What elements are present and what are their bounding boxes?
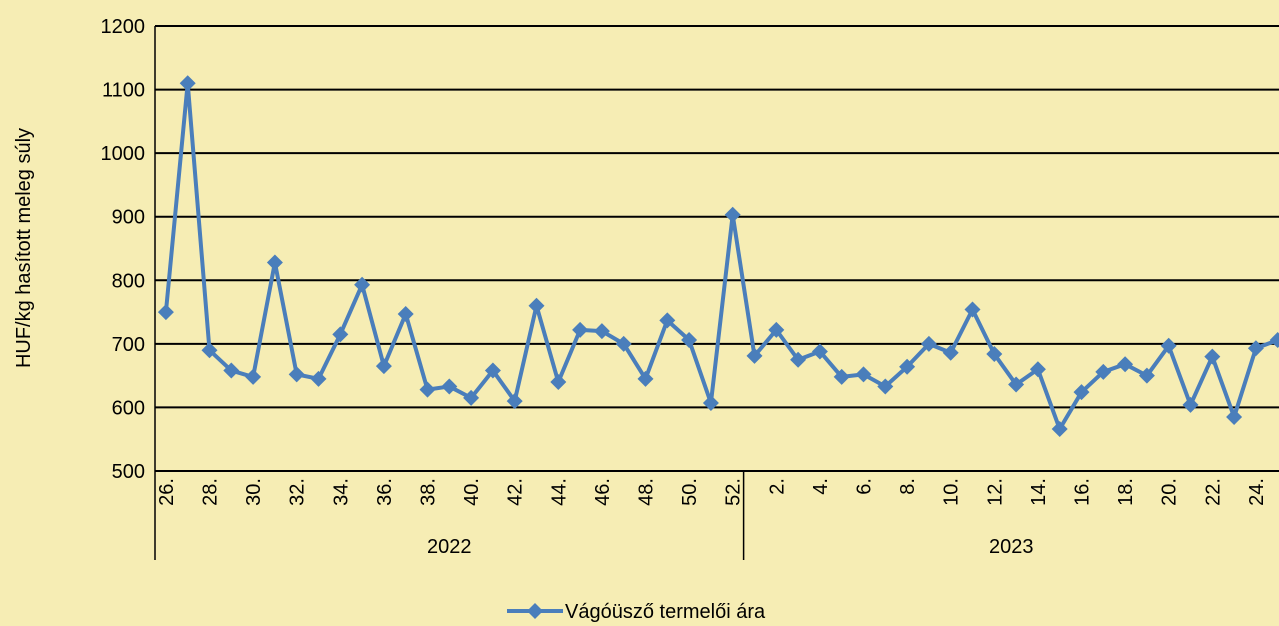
point-marker bbox=[746, 347, 763, 364]
point-marker bbox=[245, 368, 262, 385]
point-marker bbox=[1182, 396, 1199, 413]
point-marker bbox=[964, 301, 981, 318]
point-marker bbox=[1117, 356, 1134, 373]
group-label: 2023 bbox=[989, 536, 1034, 558]
y-axis-label: HUF/kg hasított meleg súly bbox=[13, 128, 35, 368]
legend-label: Vágóüsző termelői ára bbox=[565, 601, 766, 623]
x-tick-label: 8. bbox=[897, 478, 919, 495]
x-tick-label: 38. bbox=[418, 478, 440, 506]
point-marker bbox=[877, 378, 894, 395]
point-marker bbox=[1095, 363, 1112, 380]
point-marker bbox=[157, 304, 174, 321]
x-tick-label: 16. bbox=[1072, 478, 1094, 506]
x-tick-label: 24. bbox=[1246, 478, 1268, 506]
y-tick-label: 700 bbox=[112, 334, 145, 356]
y-tick-label: 600 bbox=[112, 397, 145, 419]
x-tick-label: 22. bbox=[1202, 478, 1224, 506]
point-marker bbox=[811, 343, 828, 360]
point-marker bbox=[288, 366, 305, 383]
point-marker bbox=[506, 393, 523, 410]
y-tick-label: 1200 bbox=[101, 16, 146, 38]
point-marker bbox=[768, 321, 785, 338]
point-marker bbox=[702, 394, 719, 411]
point-marker bbox=[615, 335, 632, 352]
point-marker bbox=[1160, 337, 1177, 354]
point-marker bbox=[1051, 421, 1068, 438]
series-line bbox=[163, 81, 1279, 432]
group-label: 2022 bbox=[427, 536, 472, 558]
x-tick-label: 4. bbox=[810, 478, 832, 495]
point-marker bbox=[659, 312, 676, 329]
x-tick-label: 10. bbox=[941, 478, 963, 506]
x-tick-label: 2. bbox=[766, 478, 788, 495]
x-tick-label: 18. bbox=[1115, 478, 1137, 506]
point-marker bbox=[179, 75, 196, 92]
x-tick-label: 50. bbox=[679, 478, 701, 506]
point-marker bbox=[441, 378, 458, 395]
point-marker bbox=[855, 366, 872, 383]
x-tick-label: 14. bbox=[1028, 478, 1050, 506]
point-marker bbox=[899, 358, 916, 375]
y-tick-label: 1000 bbox=[101, 143, 146, 165]
y-tick-label: 500 bbox=[112, 461, 145, 483]
point-marker bbox=[484, 362, 501, 379]
point-marker bbox=[833, 368, 850, 385]
point-marker bbox=[1008, 376, 1025, 393]
point-marker bbox=[332, 326, 349, 343]
point-marker bbox=[790, 351, 807, 368]
point-marker bbox=[1204, 348, 1221, 365]
point-marker bbox=[724, 206, 741, 223]
point-marker bbox=[1029, 361, 1046, 378]
x-tick-label: 40. bbox=[461, 478, 483, 506]
point-marker bbox=[463, 389, 480, 406]
x-tick-label: 20. bbox=[1159, 478, 1181, 506]
point-marker bbox=[310, 370, 327, 387]
point-marker bbox=[419, 381, 436, 398]
x-tick-label: 32. bbox=[287, 478, 309, 506]
x-tick-label: 42. bbox=[505, 478, 527, 506]
point-marker bbox=[266, 254, 283, 271]
x-tick-label: 26. bbox=[156, 478, 178, 506]
point-marker bbox=[1073, 384, 1090, 401]
x-tick-label: 52. bbox=[723, 478, 745, 506]
point-marker bbox=[593, 323, 610, 340]
point-marker bbox=[375, 358, 392, 375]
point-marker bbox=[528, 297, 545, 314]
x-tick-label: 46. bbox=[592, 478, 614, 506]
x-tick-label: 30. bbox=[243, 478, 265, 506]
point-marker bbox=[572, 321, 589, 338]
point-marker bbox=[1226, 408, 1243, 425]
x-tick-label: 12. bbox=[984, 478, 1006, 506]
x-tick-label: 28. bbox=[200, 478, 222, 506]
plot-root: HUF/kg hasított meleg súly 500 600 700 800 9… bbox=[13, 16, 1279, 623]
point-marker bbox=[1269, 332, 1279, 349]
x-tick-label: 36. bbox=[374, 478, 396, 506]
point-marker bbox=[201, 342, 218, 359]
x-tick-label: 44. bbox=[548, 478, 570, 506]
x-tick-label: 34. bbox=[330, 478, 352, 506]
point-marker bbox=[1247, 340, 1264, 357]
y-tick-label: 900 bbox=[112, 207, 145, 229]
point-marker bbox=[681, 332, 698, 349]
point-marker bbox=[397, 305, 414, 322]
y-tick-label: 1100 bbox=[102, 80, 145, 102]
point-marker bbox=[223, 362, 240, 379]
point-marker bbox=[550, 374, 567, 390]
point-marker bbox=[942, 344, 959, 361]
point-marker bbox=[637, 370, 654, 387]
y-tick-label: 800 bbox=[112, 270, 145, 292]
point-marker bbox=[354, 276, 371, 293]
point-marker bbox=[920, 335, 937, 352]
point-marker bbox=[1138, 367, 1155, 384]
x-tick-label: 6. bbox=[854, 478, 876, 495]
x-tick-label: 48. bbox=[636, 478, 658, 506]
legend-marker bbox=[527, 603, 543, 619]
point-marker bbox=[986, 346, 1003, 363]
